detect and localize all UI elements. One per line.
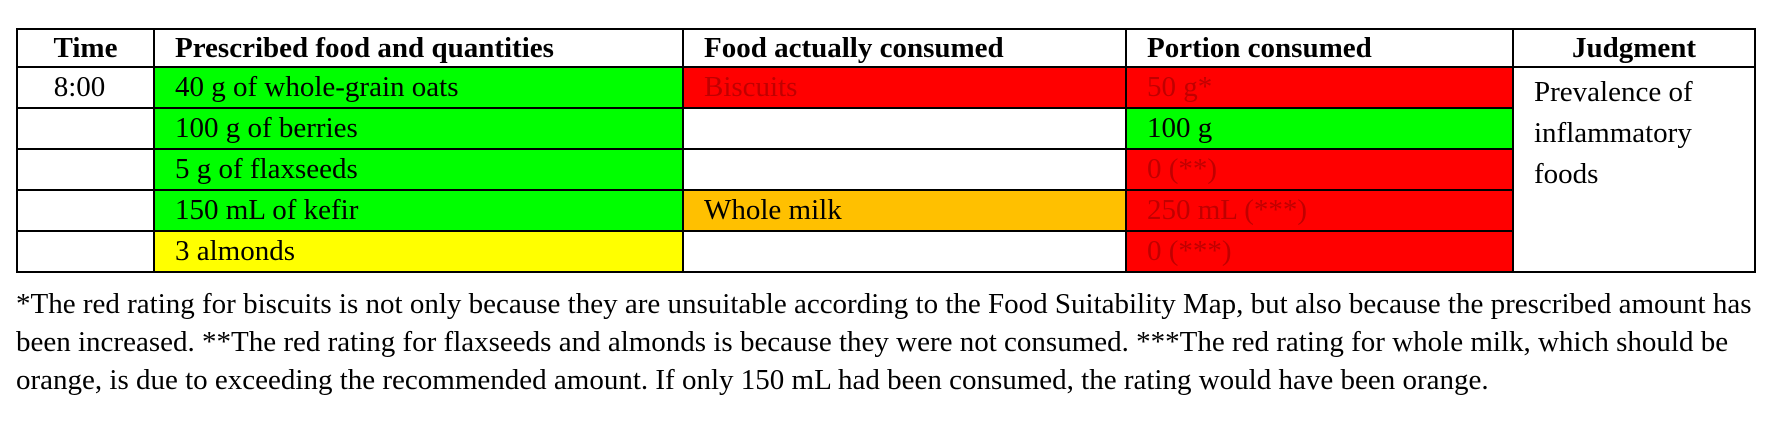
actual-cell xyxy=(682,107,1127,150)
prescribed-cell: 5 g of flaxseeds xyxy=(153,148,684,191)
actual-cell xyxy=(682,230,1127,273)
header-actual: Food actually consumed xyxy=(682,28,1127,68)
table-row: 8:00 40 g of whole-grain oats Biscuits 5… xyxy=(16,66,1756,273)
portion-cell: 50 g* xyxy=(1125,66,1514,109)
time-cell xyxy=(16,107,155,150)
actual-cell xyxy=(682,148,1127,191)
time-cell: 8:00 xyxy=(16,66,155,109)
diet-table-container: Time Prescribed food and quantities Food… xyxy=(16,28,1756,273)
time-cell xyxy=(16,148,155,191)
header-judgment: Judgment xyxy=(1512,28,1756,68)
table-row: 3 almonds 0 (***) xyxy=(16,230,1755,273)
table-row: 150 mL of kefir Whole milk 250 mL (***) xyxy=(16,189,1755,232)
header-time: Time xyxy=(16,28,155,68)
actual-cell: Biscuits xyxy=(682,66,1127,109)
actual-cell: Whole milk xyxy=(682,189,1127,232)
header-portion: Portion consumed xyxy=(1125,28,1514,68)
time-cell xyxy=(16,230,155,273)
header-prescribed: Prescribed food and quantities xyxy=(153,28,684,68)
portion-cell: 250 mL (***) xyxy=(1125,189,1514,232)
prescribed-cell: 40 g of whole-grain oats xyxy=(153,66,684,109)
portion-cell: 100 g xyxy=(1125,107,1514,150)
prescribed-cell: 3 almonds xyxy=(153,230,684,273)
judgment-cell: Prevalence of inflammatory foods xyxy=(1512,66,1756,273)
portion-cell: 0 (**) xyxy=(1125,148,1514,191)
portion-cell: 0 (***) xyxy=(1125,230,1514,273)
table-header-row: Time Prescribed food and quantities Food… xyxy=(16,28,1756,68)
table-row: 100 g of berries 100 g xyxy=(16,107,1755,150)
prescribed-cell: 100 g of berries xyxy=(153,107,684,150)
table-footnote: *The red rating for biscuits is not only… xyxy=(16,288,1752,396)
diet-comparison-table: Time Prescribed food and quantities Food… xyxy=(16,28,1756,273)
time-cell xyxy=(16,189,155,232)
prescribed-cell: 150 mL of kefir xyxy=(153,189,684,232)
table-row: 5 g of flaxseeds 0 (**) xyxy=(16,148,1755,191)
